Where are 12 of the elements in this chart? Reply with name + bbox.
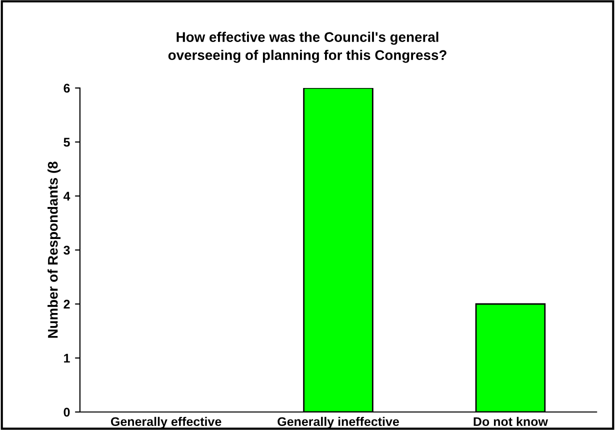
y-tick-label: 1 — [64, 354, 70, 363]
y-tick-label: 2 — [64, 300, 70, 309]
y-tick-label: 4 — [63, 192, 70, 201]
y-tick-label: 0 — [64, 408, 70, 417]
y-tick-label: 3 — [64, 246, 70, 255]
x-tick-label: Generally effective — [110, 416, 222, 429]
x-tick-label: Do not know — [474, 416, 548, 426]
y-tick-label: 5 — [64, 138, 70, 147]
chart-title: How effective was the Council's general overseeing of planning for this Congress? — [168, 32, 446, 63]
y-tick-label: 6 — [64, 84, 70, 93]
y-axis-title: Number of Respondants (8 — [48, 162, 60, 338]
x-tick-label: Generally ineffective — [278, 416, 399, 429]
